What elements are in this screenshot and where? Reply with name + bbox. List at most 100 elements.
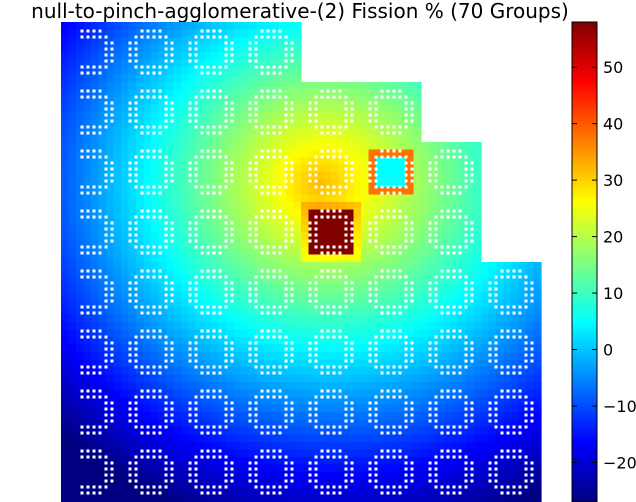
heatmap-cell — [503, 269, 512, 278]
pin-dot — [110, 281, 114, 285]
pin-dot — [494, 275, 498, 279]
heatmap-cell — [496, 277, 505, 286]
heatmap-cell — [68, 217, 77, 226]
heatmap-cell — [113, 322, 122, 331]
heatmap-cell — [256, 262, 265, 271]
pin-dot — [386, 125, 390, 129]
heatmap-cell — [61, 307, 70, 316]
pin-dot — [284, 113, 288, 117]
heatmap-cell — [466, 472, 475, 481]
pin-dot — [212, 35, 216, 39]
heatmap-cell — [346, 149, 355, 158]
heatmap-cell — [308, 224, 317, 233]
chart-title: null-to-pinch-agglomerative-(2) Fission … — [31, 0, 569, 23]
heatmap-cell — [106, 142, 115, 151]
heatmap-cell — [503, 284, 512, 293]
heatmap-cell — [511, 382, 520, 391]
heatmap-cell — [248, 367, 257, 376]
heatmap-cell — [428, 172, 437, 181]
heatmap-cell — [421, 224, 430, 233]
heatmap-cell — [203, 224, 212, 233]
heatmap-cell — [241, 194, 250, 203]
pin-dot — [86, 335, 90, 339]
heatmap-cell — [338, 254, 347, 263]
heatmap-cell — [128, 22, 137, 31]
heatmap-cell — [248, 487, 257, 496]
heatmap-cell — [421, 389, 430, 398]
pin-dot — [266, 149, 270, 153]
heatmap-cell — [278, 352, 287, 361]
pin-dot — [440, 275, 444, 279]
heatmap-cell — [188, 52, 197, 61]
pin-dot — [398, 125, 402, 129]
pin-dot — [170, 53, 174, 57]
heatmap-cell — [278, 164, 287, 173]
heatmap-cell — [376, 412, 385, 421]
pin-dot — [500, 275, 504, 279]
heatmap-cell — [203, 337, 212, 346]
heatmap-cell — [91, 434, 100, 443]
pin-dot — [266, 365, 270, 369]
heatmap-cell — [443, 254, 452, 263]
heatmap-cell — [136, 314, 145, 323]
pin-dot — [158, 335, 162, 339]
heatmap-cell — [398, 172, 407, 181]
pin-dot — [104, 419, 108, 423]
heatmap-cell — [83, 22, 92, 31]
heatmap-cell — [83, 277, 92, 286]
heatmap-cell — [241, 247, 250, 256]
heatmap-cell — [91, 127, 100, 136]
pin-dot — [80, 71, 84, 75]
heatmap-cell — [218, 97, 227, 106]
heatmap-cell — [406, 269, 415, 278]
heatmap-cell — [511, 389, 520, 398]
heatmap-cell — [173, 307, 182, 316]
heatmap-cell — [391, 397, 400, 406]
heatmap-cell — [473, 172, 482, 181]
heatmap-cell — [278, 449, 287, 458]
heatmap-cell — [98, 382, 107, 391]
heatmap-cell — [188, 82, 197, 91]
pin-dot — [308, 173, 312, 177]
heatmap-cell — [436, 277, 445, 286]
heatmap-cell — [263, 149, 272, 158]
heatmap-cell — [383, 217, 392, 226]
heatmap-cell — [106, 247, 115, 256]
heatmap-cell — [226, 202, 235, 211]
heatmap-cell — [181, 254, 190, 263]
pin-dot — [164, 245, 168, 249]
heatmap-cell — [368, 194, 377, 203]
heatmap-cell — [143, 329, 152, 338]
pin-dot — [254, 95, 258, 99]
heatmap-cell — [361, 247, 370, 256]
pin-dot — [140, 365, 144, 369]
heatmap-cell — [83, 187, 92, 196]
pin-dot — [260, 209, 264, 213]
pin-dot — [200, 191, 204, 195]
heatmap-cell — [68, 119, 77, 128]
pin-dot — [440, 269, 444, 273]
pin-dot — [134, 167, 138, 171]
heatmap-cell — [203, 292, 212, 301]
pin-dot — [410, 341, 414, 345]
pin-dot — [128, 167, 132, 171]
heatmap-cell — [128, 337, 137, 346]
heatmap-cell — [158, 89, 167, 98]
heatmap-cell — [181, 202, 190, 211]
pin-dot — [218, 251, 222, 255]
heatmap-cell — [286, 239, 295, 248]
pin-dot — [344, 239, 348, 243]
pin-dot — [404, 221, 408, 225]
heatmap-cell — [256, 464, 265, 473]
heatmap-cell — [256, 164, 265, 173]
heatmap-cell — [323, 479, 332, 488]
heatmap-cell — [323, 449, 332, 458]
heatmap-cell — [106, 232, 115, 241]
pin-dot — [446, 269, 450, 273]
heatmap-cell — [61, 352, 70, 361]
heatmap-cell — [293, 37, 302, 46]
pin-dot — [92, 131, 96, 135]
heatmap-cell — [76, 134, 85, 143]
heatmap-cell — [98, 487, 107, 496]
pin-dot — [254, 65, 258, 69]
